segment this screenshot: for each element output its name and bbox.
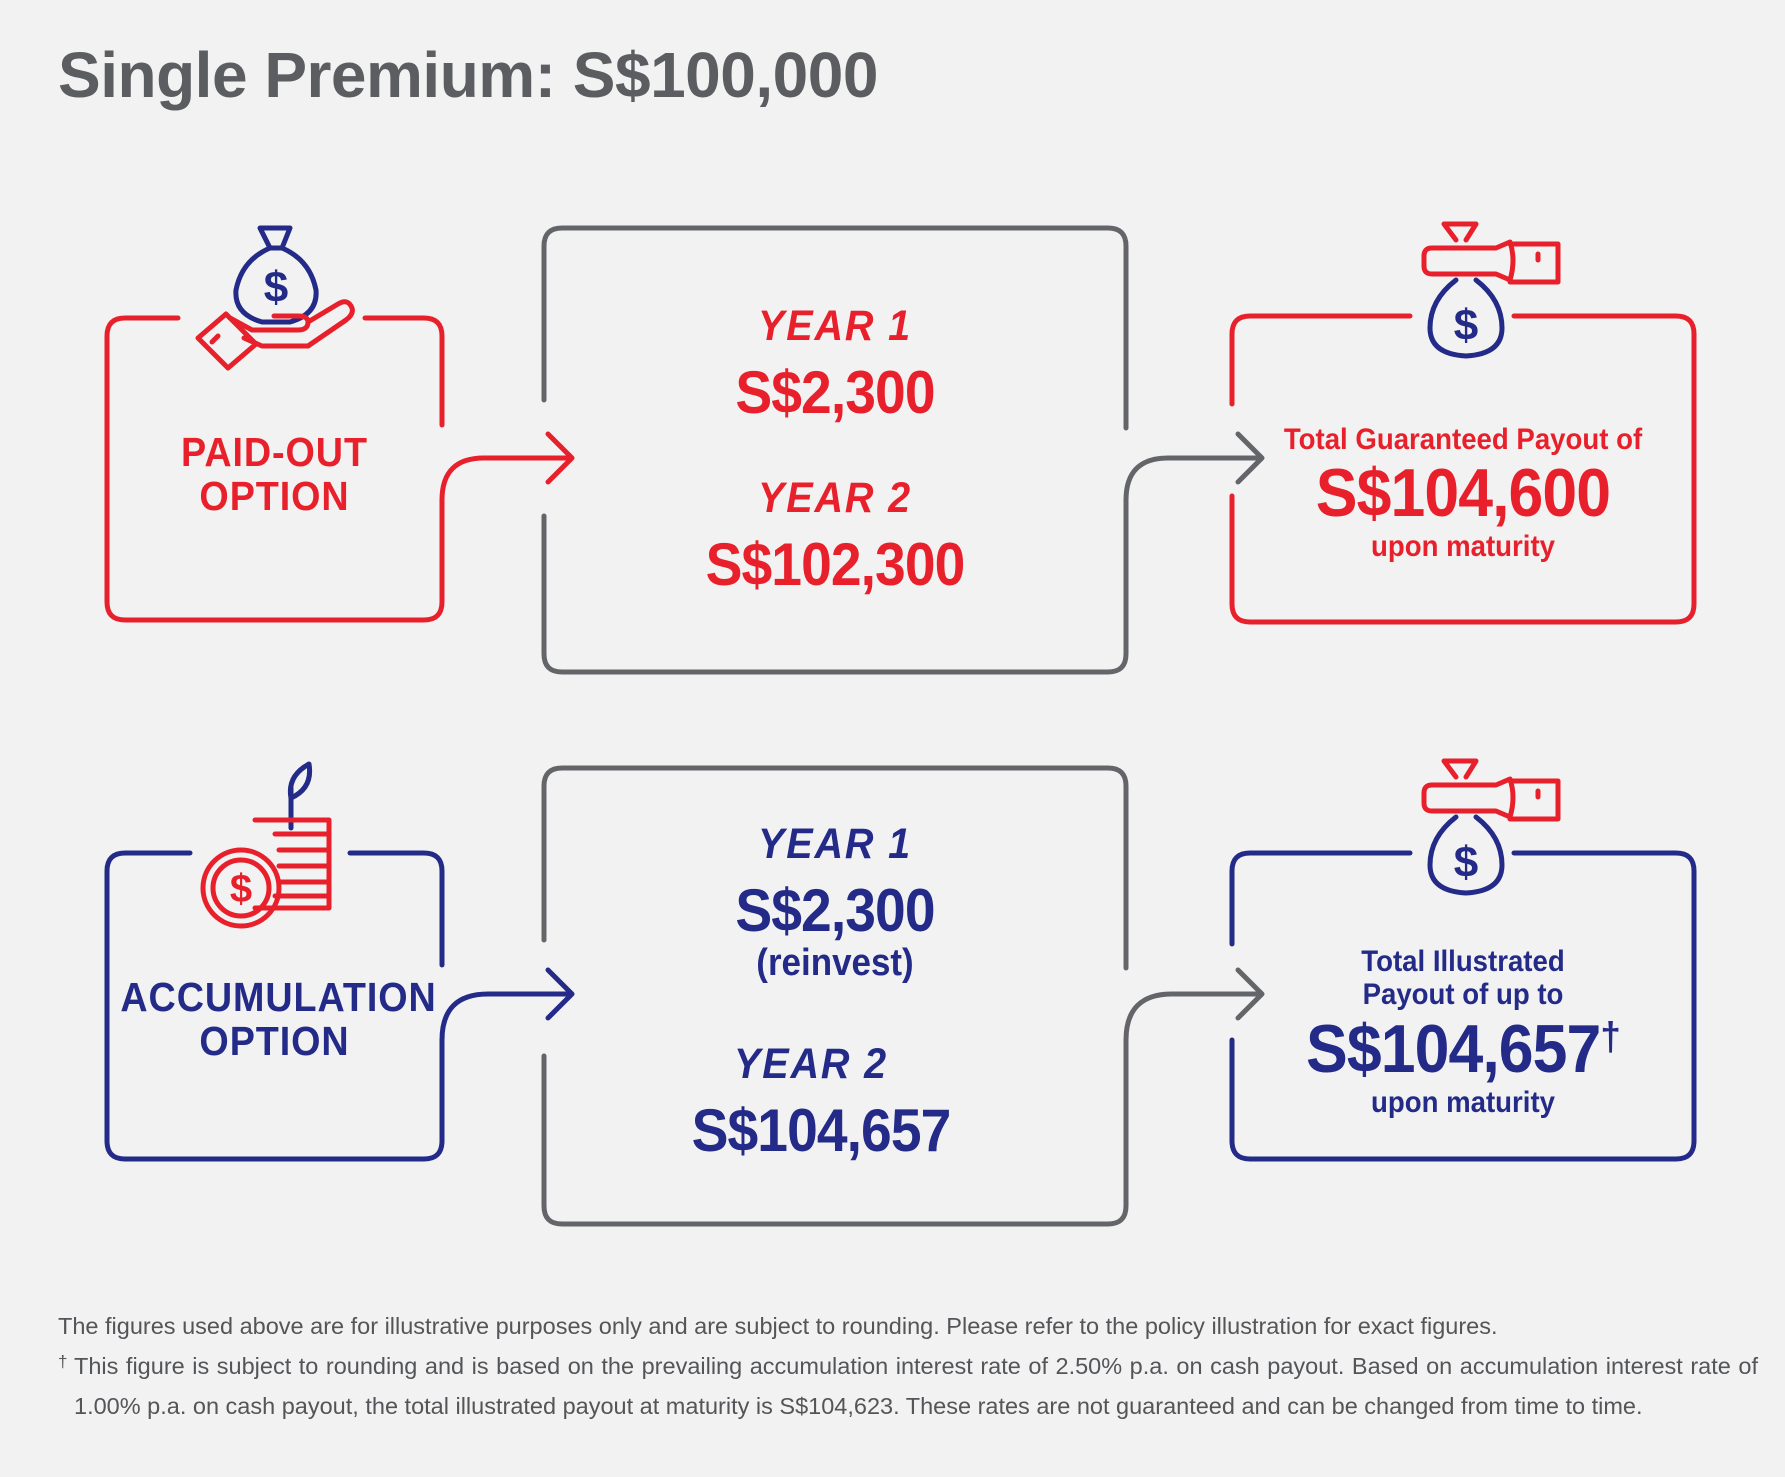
svg-text:$: $ [230, 867, 252, 911]
accumulation-year2-label: YEAR 2 [734, 1040, 888, 1088]
accumulation-result-amount: S$104,657 [1306, 1011, 1601, 1087]
accumulation-result-line1b: Payout of up to [1362, 978, 1564, 1011]
paid-out-year1-label: YEAR 1 [758, 302, 912, 350]
footnote-dagger: † This figure is subject to rounding and… [58, 1346, 1758, 1426]
accumulation-year1-note: (reinvest) [756, 942, 914, 984]
paid-out-year2-label: YEAR 2 [758, 474, 912, 522]
accumulation-result-amount-wrap: S$104,657† [1250, 1010, 1675, 1088]
coin-stack-sprout-icon: $ [200, 761, 332, 929]
accumulation-option-label-line2: OPTION [199, 1018, 350, 1064]
accumulation-option-label: ACCUMULATION OPTION [120, 974, 437, 1064]
accumulation-year2-amount: S$104,657 [691, 1097, 952, 1164]
paid-out-option-label: PAID-OUT OPTION [120, 430, 428, 518]
footnote-illustrative: The figures used above are for illustrat… [58, 1313, 1498, 1339]
paid-out-year1-amount: S$2,300 [735, 359, 935, 426]
accumulation-option-label-line1: ACCUMULATION [120, 974, 437, 1020]
svg-text:$: $ [1454, 301, 1478, 350]
footnote-dagger-mark: † [58, 1352, 68, 1371]
paid-out-option-label-line1: PAID-OUT [181, 429, 368, 475]
paid-out-result-arrow-line [1123, 455, 1263, 503]
accumulation-result-box [1229, 850, 1697, 1162]
paid-out-arrowhead [545, 431, 575, 485]
accumulation-year1-amount: S$2,300 [735, 877, 935, 944]
paid-out-option-box [104, 315, 445, 623]
paid-out-years-box [541, 225, 1129, 675]
accumulation-year1-label: YEAR 1 [758, 820, 912, 868]
paid-out-result-amount: S$104,600 [1315, 455, 1611, 531]
accumulation-result-arrowhead [1235, 967, 1265, 1021]
accumulation-result-line1: Total Illustrated [1361, 945, 1565, 978]
svg-text:$: $ [264, 263, 288, 312]
accumulation-years-box [541, 765, 1129, 1227]
accumulation-option-box [104, 850, 445, 1162]
accumulation-arrowhead [545, 967, 575, 1021]
paid-out-option-label-line2: OPTION [199, 473, 350, 519]
svg-text:$: $ [1454, 838, 1478, 887]
paid-out-result-line2: upon maturity [1371, 530, 1555, 563]
hand-giving-money-bag-icon: $ [1421, 221, 1561, 359]
hand-giving-money-bag-icon: $ [1421, 758, 1561, 896]
paid-out-result-line1: Total Guaranteed Payout of [1283, 423, 1643, 456]
paid-out-arrow-line [439, 455, 573, 503]
accumulation-arrow-line [439, 991, 573, 1043]
paid-out-year2-amount: S$102,300 [705, 531, 966, 598]
paid-out-result-box [1229, 313, 1697, 625]
page-title: Single Premium: S$100,000 [58, 39, 878, 111]
accumulation-result-arrow-line [1123, 991, 1263, 1043]
accumulation-result-line2: upon maturity [1371, 1086, 1555, 1119]
hand-holding-money-bag-icon: $ [195, 225, 355, 371]
footnote-dagger-text: This figure is subject to rounding and i… [74, 1353, 1758, 1419]
dagger-mark: † [1600, 1015, 1620, 1059]
paid-out-result-arrowhead [1235, 431, 1265, 485]
